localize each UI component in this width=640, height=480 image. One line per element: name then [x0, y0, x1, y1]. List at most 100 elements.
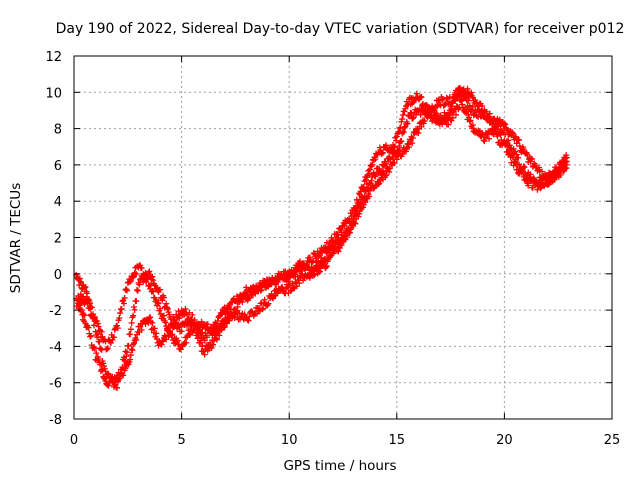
data-point [386, 165, 393, 172]
data-point [98, 328, 105, 335]
data-point [366, 193, 373, 200]
data-point [164, 305, 171, 312]
data-point [433, 110, 440, 117]
data-point [110, 379, 117, 386]
data-point [128, 346, 135, 353]
data-point [418, 123, 425, 130]
data-point [429, 107, 436, 114]
data-point [94, 320, 101, 327]
data-point [503, 126, 510, 133]
data-point [187, 331, 194, 338]
data-point [467, 117, 474, 124]
data-point [473, 99, 480, 106]
axis-ticks: 0 5 10 15 20 25 -8 -6 -4 -2 0 2 4 6 8 10 12 [45, 50, 620, 448]
data-point [383, 160, 390, 167]
data-point [95, 323, 102, 330]
data-point [418, 93, 425, 100]
data-point [133, 336, 140, 343]
data-point [289, 280, 296, 287]
data-point [104, 370, 111, 377]
data-point [93, 350, 100, 357]
data-point [212, 331, 219, 338]
data-point [221, 324, 228, 331]
data-point [463, 108, 470, 115]
data-point [273, 289, 280, 296]
data-point [335, 248, 342, 255]
grid [74, 56, 612, 419]
data-point [352, 220, 359, 227]
data-point [376, 165, 383, 172]
data-point [129, 347, 136, 354]
data-point [246, 313, 253, 320]
data-point [143, 279, 150, 286]
data-point [85, 296, 92, 303]
data-point [171, 319, 178, 326]
data-point [99, 367, 106, 374]
data-point [398, 118, 405, 125]
data-point [160, 312, 167, 319]
data-point [157, 286, 164, 293]
data-point [138, 326, 145, 333]
data-point [174, 337, 181, 344]
data-point [136, 281, 143, 288]
data-point [452, 111, 459, 118]
y-tick-label: -4 [49, 340, 62, 355]
data-point [524, 151, 531, 158]
data-point [116, 314, 123, 321]
data-point [399, 128, 406, 135]
y-tick-label: 12 [45, 50, 62, 65]
data-point [234, 303, 241, 310]
data-point [408, 110, 415, 117]
data-point [100, 363, 107, 370]
data-point [355, 213, 362, 220]
data-point [462, 104, 469, 111]
data-point [525, 182, 532, 189]
data-point [100, 360, 107, 367]
data-point [393, 133, 400, 140]
data-point [150, 288, 157, 295]
series-track-2 [73, 87, 570, 389]
data-point [151, 325, 158, 332]
data-point [165, 324, 172, 331]
y-tick-label: -2 [49, 304, 62, 319]
data-point [356, 210, 363, 217]
data-point [149, 319, 156, 326]
data-point [520, 145, 527, 152]
data-point [217, 326, 224, 333]
data-point [417, 94, 424, 101]
data-point [323, 256, 330, 262]
data-point [120, 372, 127, 379]
data-point [80, 311, 87, 318]
data-point [87, 332, 94, 339]
data-point [334, 231, 341, 238]
data-point [88, 304, 95, 311]
data-point [291, 269, 298, 276]
data-point [466, 102, 473, 109]
data-point [274, 290, 281, 297]
data-point [183, 339, 190, 346]
data-point [404, 120, 411, 127]
data-point [114, 378, 121, 385]
data-point [404, 102, 411, 109]
data-point [170, 324, 177, 331]
y-tick-label: 6 [54, 159, 62, 174]
data-point [114, 325, 121, 332]
data-point [149, 273, 156, 280]
y-tick-label: 2 [54, 232, 62, 247]
data-point [529, 156, 536, 163]
data-point [130, 340, 137, 347]
data-point [97, 346, 104, 353]
data-point [146, 315, 153, 322]
data-point [134, 286, 141, 293]
data-point [401, 108, 408, 115]
data-point [393, 156, 400, 163]
data-point [124, 287, 131, 294]
x-tick-label: 20 [496, 433, 513, 448]
data-point [245, 317, 252, 324]
data-point [127, 352, 134, 359]
data-point [279, 284, 286, 291]
data-point [195, 333, 202, 340]
data-point [369, 161, 376, 168]
data-point [261, 296, 268, 303]
data-point [366, 170, 373, 177]
